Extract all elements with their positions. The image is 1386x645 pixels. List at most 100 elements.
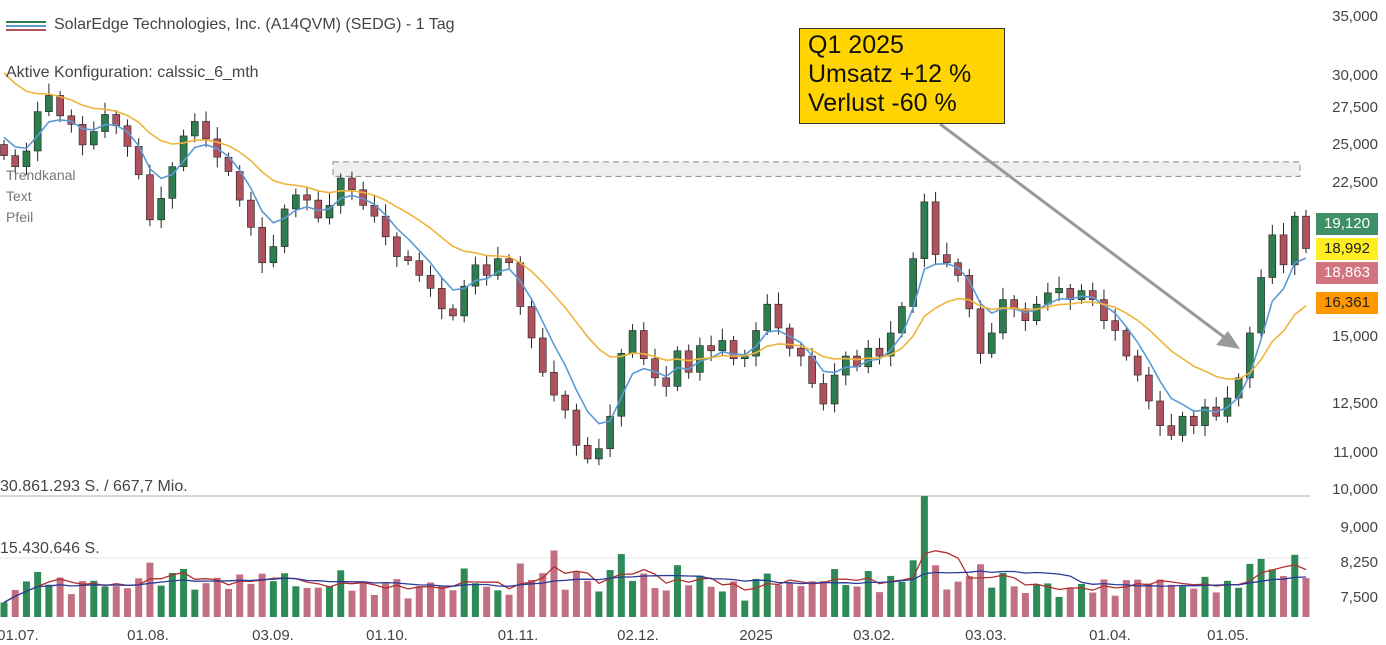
volume-bar <box>337 570 345 617</box>
callout-line-revenue: Umsatz +12 % <box>808 60 972 88</box>
candle-body <box>1268 234 1277 278</box>
candle-body <box>572 409 581 446</box>
volume-bar <box>629 580 637 617</box>
volume-bar <box>404 598 412 617</box>
x-tick-label: 02.12. <box>617 627 659 644</box>
y-tick-label: 25,000 <box>1332 136 1378 153</box>
volume-bar <box>326 586 333 617</box>
candle-body <box>875 347 884 357</box>
price-tag: 16,361 <box>1316 292 1378 314</box>
volume-bar <box>1201 576 1209 617</box>
y-tick-label: 7,500 <box>1340 589 1378 606</box>
candle-body <box>258 226 266 264</box>
tool-text[interactable]: Text <box>6 188 32 204</box>
volume-ma-long <box>3 570 1307 604</box>
y-tick-label: 12,500 <box>1332 395 1378 412</box>
candle-body <box>920 201 929 259</box>
ma-fast-line <box>3 118 1307 425</box>
volume-bar <box>853 586 861 617</box>
volume-bar <box>819 581 827 617</box>
volume-bar <box>1291 554 1299 617</box>
candle-body <box>0 144 8 156</box>
volume-bar <box>1066 587 1074 617</box>
volume-bar <box>875 592 883 617</box>
x-tick-label: 01.10. <box>366 627 408 644</box>
volume-bar <box>269 581 277 617</box>
tool-trendkanal[interactable]: Trendkanal <box>6 167 76 183</box>
volume-bar <box>786 582 794 617</box>
price-panel <box>0 72 1310 466</box>
volume-bar <box>1235 587 1243 617</box>
volume-bar <box>460 568 468 617</box>
volume-bar <box>528 579 536 617</box>
volume-bar <box>415 586 423 617</box>
volume-bar <box>617 554 625 617</box>
candle-body <box>449 308 457 317</box>
candle-body <box>393 236 401 257</box>
candle-body <box>1279 234 1288 266</box>
candle-body <box>292 194 300 210</box>
x-tick-label: 01.07. <box>0 627 39 644</box>
candle-body <box>729 340 738 360</box>
volume-bar <box>1212 592 1220 617</box>
volume-bar <box>909 560 917 617</box>
callout-arrow <box>939 122 1240 349</box>
volume-bar <box>90 580 98 617</box>
volume-bar <box>718 591 726 617</box>
earnings-callout[interactable]: Q1 2025 Umsatz +12 % Verlust -60 % <box>799 28 1005 124</box>
resistance-zone <box>332 161 1301 177</box>
candle-body <box>606 415 614 449</box>
candle-body <box>247 199 255 228</box>
x-tick-label: 03.03. <box>965 627 1007 644</box>
candle-body <box>179 135 188 167</box>
volume-bar <box>1134 579 1142 617</box>
candle-body <box>943 254 951 264</box>
volume-bar <box>954 581 962 617</box>
volume-bar <box>898 581 906 617</box>
candle-body <box>830 374 839 405</box>
volume-bar <box>1246 563 1254 617</box>
volume-bar <box>999 572 1007 617</box>
volume-bar <box>1111 595 1119 617</box>
candle-body <box>303 194 311 201</box>
candle-body <box>1246 332 1254 379</box>
candle-body <box>617 353 626 417</box>
volume-bar <box>1021 593 1029 617</box>
x-tick-label: 03.09. <box>252 627 294 644</box>
volume-bar <box>359 583 367 617</box>
price-gridlines <box>0 495 1310 559</box>
candle-body <box>235 171 244 201</box>
y-tick-label: 9,000 <box>1340 519 1378 536</box>
candle-body <box>1032 303 1041 322</box>
volume-bar <box>707 586 715 617</box>
volume-bar <box>988 587 996 617</box>
volume-bar <box>11 589 19 617</box>
volume-bar <box>864 571 872 617</box>
candle-body <box>202 121 210 140</box>
volume-bar <box>112 586 120 617</box>
arrow-shaft <box>939 122 1233 345</box>
tool-pfeil[interactable]: Pfeil <box>6 209 34 225</box>
candle-body <box>325 205 334 219</box>
volume-bar <box>191 589 199 617</box>
volume-bar <box>79 581 87 617</box>
y-tick-label: 30,000 <box>1332 67 1378 84</box>
candles <box>0 83 1310 466</box>
candle-body <box>662 377 671 387</box>
candle-body <box>426 275 435 289</box>
volume-bar <box>56 577 64 617</box>
volume-bar <box>887 575 895 617</box>
y-tick-label: 15,000 <box>1332 328 1378 345</box>
volume-panel <box>0 496 1310 617</box>
volume-bar <box>202 583 210 617</box>
volume-bar <box>123 588 131 617</box>
price-tag: 19,120 <box>1316 213 1378 235</box>
candle-body <box>471 264 480 287</box>
volume-bar <box>0 602 8 617</box>
volume-bar <box>34 571 42 617</box>
candle-body <box>651 358 659 379</box>
candle-body <box>482 264 491 276</box>
active-configuration[interactable]: Aktive Konfiguration: calssic_6_mth <box>6 64 259 81</box>
candle-body <box>1189 415 1198 426</box>
